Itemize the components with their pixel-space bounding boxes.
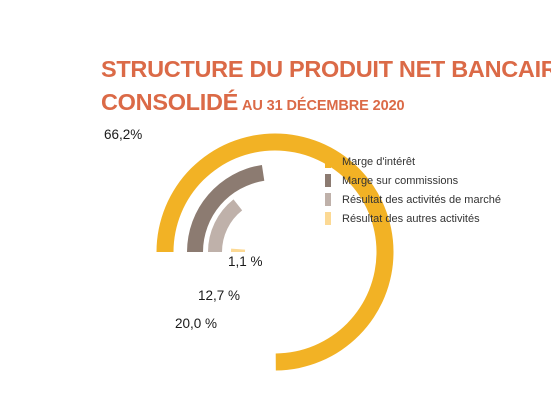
legend-item-activites-marche: Résultat des activités de marché bbox=[325, 190, 501, 209]
chart-title-line-2: CONSOLIDÉ AU 31 DÉCEMBRE 2020 bbox=[101, 89, 405, 116]
data-label-marge-commissions: 20,0 % bbox=[175, 316, 218, 331]
chart-title-main: CONSOLIDÉ bbox=[101, 89, 239, 115]
data-label-marge-interet: 66,2% bbox=[104, 127, 143, 142]
legend-label: Marge sur commissions bbox=[342, 174, 459, 187]
legend-label: Marge d'intérêt bbox=[342, 155, 416, 168]
chart-title-subtitle: AU 31 DÉCEMBRE 2020 bbox=[242, 98, 405, 114]
legend-label: Résultat des autres activités bbox=[342, 212, 480, 225]
data-label-activites-marche: 12,7 % bbox=[198, 288, 241, 303]
bar-autres-activites bbox=[231, 248, 246, 252]
legend-swatch bbox=[325, 174, 331, 187]
legend-swatch bbox=[325, 193, 331, 206]
data-label-autres-activites: 1,1 % bbox=[228, 254, 263, 269]
legend: Marge d'intérêt Marge sur commissions Ré… bbox=[325, 152, 501, 228]
legend-item-autres-activites: Résultat des autres activités bbox=[325, 209, 501, 228]
legend-item-marge-commissions: Marge sur commissions bbox=[325, 171, 501, 190]
chart-title-line-1: STRUCTURE DU PRODUIT NET BANCAIRE bbox=[101, 56, 551, 82]
legend-label: Résultat des activités de marché bbox=[342, 193, 501, 206]
legend-swatch bbox=[325, 155, 331, 168]
bar-activites-marche bbox=[208, 199, 243, 252]
legend-item-marge-interet: Marge d'intérêt bbox=[325, 152, 501, 171]
legend-swatch bbox=[325, 212, 331, 225]
bar-marge-commissions bbox=[187, 164, 265, 252]
